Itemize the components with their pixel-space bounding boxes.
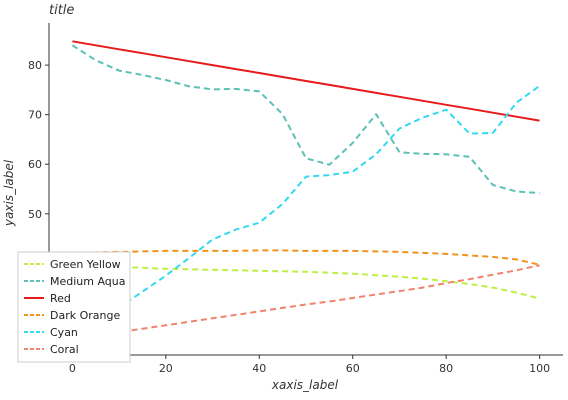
x-tick-label: 100: [529, 362, 550, 375]
legend-label: Medium Aqua: [50, 275, 126, 288]
series-lines: [71, 40, 541, 342]
x-tick-label: 40: [252, 362, 266, 375]
x-axis-label: xaxis_label: [271, 378, 339, 392]
series-line-coral: [72, 264, 540, 342]
y-tick-label: 50: [28, 208, 42, 221]
series-line-medium-aqua: [71, 44, 540, 194]
x-tick-label: 80: [439, 362, 453, 375]
legend-label: Green Yellow: [50, 258, 121, 271]
legend-label: Cyan: [50, 326, 78, 339]
y-tick-label: 60: [28, 158, 42, 171]
legend-frame: [17, 251, 131, 363]
series-line-dark-orange: [72, 249, 540, 266]
y-axis-label: yaxis_label: [2, 159, 16, 227]
x-tick-label: 0: [69, 362, 76, 375]
y-tick-label: 70: [28, 109, 42, 122]
legend-label: Red: [50, 292, 71, 305]
y-tick-label: 80: [28, 59, 42, 72]
x-axis-ticks: 0 20 40 60 80 100: [69, 355, 550, 375]
legend-label: Dark Orange: [50, 309, 120, 322]
legend-label: Coral: [50, 343, 79, 356]
x-tick-label: 20: [159, 362, 173, 375]
series-line-green-yellow: [72, 262, 540, 300]
series-line-cyan: [72, 85, 541, 324]
chart-title: title: [49, 3, 74, 18]
legend: Green Yellow Medium Aqua Red Dark Orange Cya…: [17, 251, 131, 363]
x-tick-label: 60: [346, 362, 360, 375]
series-line-red: [72, 40, 540, 122]
